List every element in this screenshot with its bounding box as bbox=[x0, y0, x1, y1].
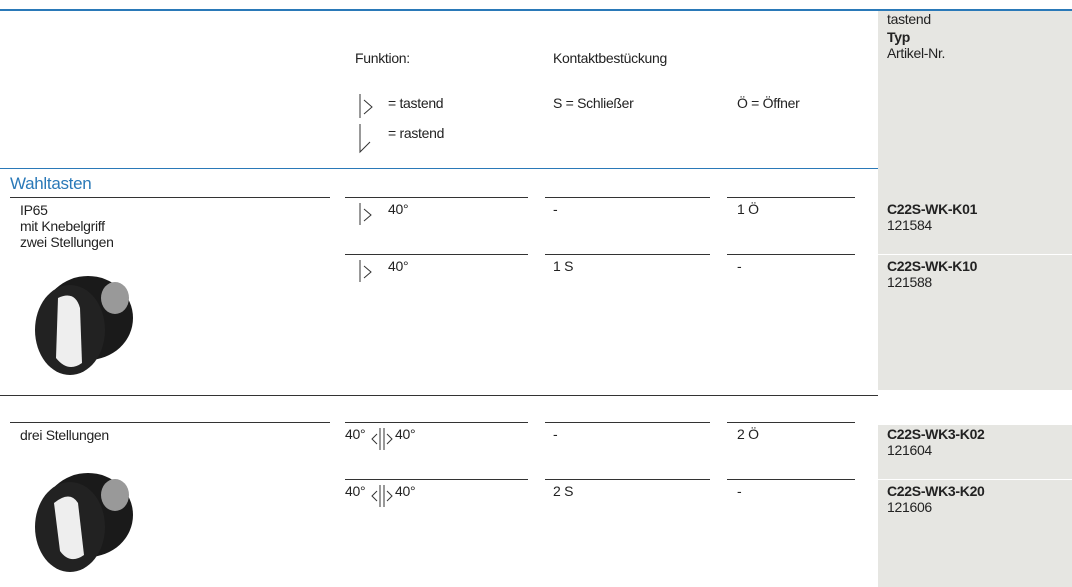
kontakt-s: - bbox=[553, 201, 558, 217]
kontakt-o: 1 Ö bbox=[737, 201, 759, 217]
row-rule bbox=[345, 197, 528, 198]
legend-tastend: = tastend bbox=[388, 95, 444, 111]
angle: 40° bbox=[395, 426, 416, 442]
legend-oeffner: Ö = Öffner bbox=[737, 95, 800, 111]
type-column-bg bbox=[878, 425, 1072, 587]
function-symbol bbox=[359, 203, 372, 225]
row-rule bbox=[878, 479, 1072, 480]
row-rule bbox=[345, 422, 528, 423]
function-label: Funktion: bbox=[355, 50, 410, 66]
group-rule bbox=[10, 422, 330, 423]
typ: C22S-WK3-K02 bbox=[887, 426, 985, 442]
function-symbol bbox=[359, 260, 372, 282]
description: IP65 bbox=[20, 202, 48, 218]
row-rule bbox=[727, 422, 855, 423]
angle-left: 40° bbox=[345, 483, 366, 499]
row-rule bbox=[727, 197, 855, 198]
row-rule bbox=[545, 197, 710, 198]
description: drei Stellungen bbox=[20, 427, 109, 443]
legend-rastend: = rastend bbox=[388, 125, 445, 141]
group-separator bbox=[0, 395, 878, 396]
description: zwei Stellungen bbox=[20, 234, 114, 250]
kontakt-o: - bbox=[737, 258, 742, 274]
typ: C22S-WK-K01 bbox=[887, 201, 978, 217]
angle: 40° bbox=[395, 483, 416, 499]
tastend-symbol bbox=[359, 94, 373, 118]
artikel-label: Artikel-Nr. bbox=[887, 45, 946, 61]
top-rule bbox=[0, 9, 1072, 11]
function-symbol bbox=[371, 485, 393, 507]
artikel: 121604 bbox=[887, 442, 932, 458]
row-rule bbox=[727, 479, 855, 480]
typ-label: Typ bbox=[887, 29, 910, 45]
kontakt-o: 2 Ö bbox=[737, 426, 759, 442]
kontakt-o: - bbox=[737, 483, 742, 499]
artikel: 121606 bbox=[887, 499, 932, 515]
row-rule bbox=[727, 254, 855, 255]
typ: C22S-WK3-K20 bbox=[887, 483, 985, 499]
angle: 40° bbox=[388, 201, 409, 217]
group-rule bbox=[10, 197, 330, 198]
typ: C22S-WK-K10 bbox=[887, 258, 978, 274]
row-rule bbox=[545, 479, 710, 480]
knob-image bbox=[35, 276, 133, 375]
artikel: 121584 bbox=[887, 217, 932, 233]
contact-label: Kontaktbestückung bbox=[553, 50, 667, 66]
row-rule bbox=[345, 254, 528, 255]
function-symbol bbox=[371, 428, 393, 450]
kontakt-s: 1 S bbox=[553, 258, 574, 274]
legend-schliesser: S = Schließer bbox=[553, 95, 634, 111]
row-rule bbox=[878, 254, 1072, 255]
kontakt-s: - bbox=[553, 426, 558, 442]
angle-left: 40° bbox=[345, 426, 366, 442]
row-rule bbox=[545, 254, 710, 255]
knob-image bbox=[35, 473, 133, 572]
section-title: Wahltasten bbox=[10, 174, 92, 193]
rastend-symbol bbox=[359, 124, 371, 154]
description: mit Knebelgriff bbox=[20, 218, 105, 234]
kontakt-s: 2 S bbox=[553, 483, 574, 499]
header-rule bbox=[0, 168, 878, 169]
row-rule bbox=[545, 422, 710, 423]
mode: tastend bbox=[887, 11, 931, 27]
angle: 40° bbox=[388, 258, 409, 274]
type-column-bg bbox=[878, 10, 1072, 390]
artikel: 121588 bbox=[887, 274, 932, 290]
row-rule bbox=[345, 479, 528, 480]
